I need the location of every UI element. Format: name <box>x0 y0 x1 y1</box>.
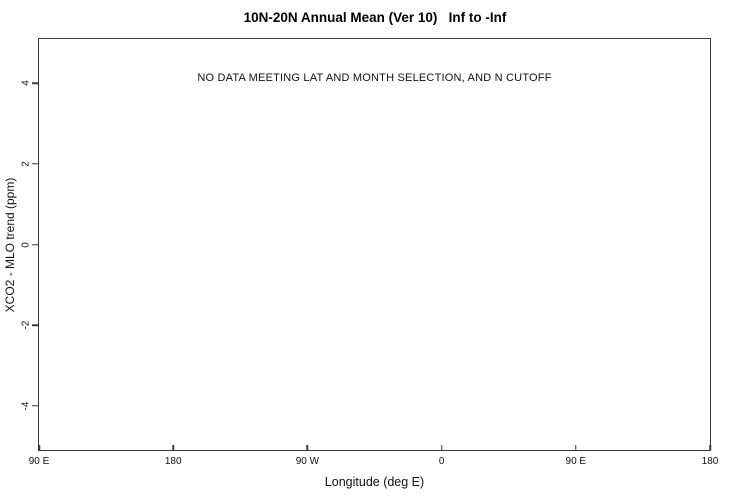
x-tick-mark <box>38 445 40 450</box>
x-tick-mark <box>306 445 309 450</box>
plot-area: NO DATA MEETING LAT AND MONTH SELECTION,… <box>3 38 718 489</box>
x-tick-label: 90 W <box>295 456 320 467</box>
x-tick-mark <box>709 445 711 450</box>
x-axis-label: Longitude (deg E) <box>324 475 425 489</box>
y-tick-mark <box>32 404 38 407</box>
x-tick-label: 90 E <box>28 456 50 467</box>
y-tick-label: -4 <box>20 401 32 411</box>
chart-title: 10N-20N Annual Mean (Ver 10) Inf to -Inf <box>243 10 507 25</box>
y-tick-label: 4 <box>20 80 32 87</box>
y-tick-label: 0 <box>20 241 32 248</box>
x-tick-label: 90 E <box>565 456 587 467</box>
x-tick-label: 180 <box>701 456 719 467</box>
y-tick-label: -2 <box>20 320 32 330</box>
x-tick-mark <box>575 445 577 450</box>
y-tick-mark <box>32 324 38 326</box>
x-tick-mark <box>172 445 174 450</box>
y-tick-label: 2 <box>20 161 32 167</box>
no-data-message: NO DATA MEETING LAT AND MONTH SELECTION,… <box>197 72 552 84</box>
y-axis-label: XCO2 - MLO trend (ppm) <box>3 177 17 312</box>
y-tick-mark <box>32 82 38 85</box>
y-tick-mark <box>32 243 38 246</box>
x-tick-label: 0 <box>438 456 445 467</box>
x-tick-mark <box>440 445 443 450</box>
y-tick-mark <box>32 163 38 165</box>
x-tick-label: 180 <box>164 456 182 467</box>
